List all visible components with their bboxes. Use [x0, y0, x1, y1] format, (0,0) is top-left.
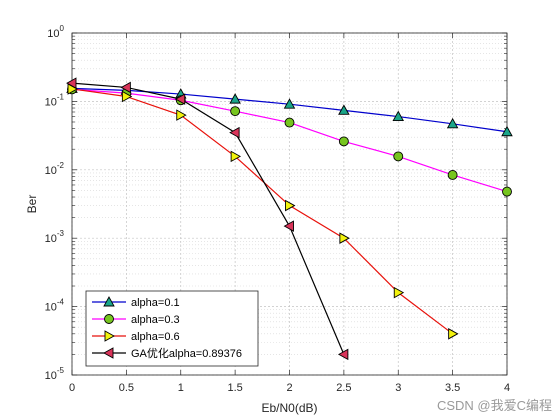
data-point [393, 286, 405, 299]
data-point [446, 117, 459, 129]
data-point [393, 151, 404, 162]
series-line [71, 82, 345, 355]
y-tick-label: 10-3 [45, 229, 65, 245]
legend-marker [103, 296, 115, 307]
x-tick-label: 1 [178, 382, 184, 394]
data-point [230, 106, 241, 117]
data-point [339, 232, 350, 244]
legend: alpha=0.1 alpha=0.3 alpha=0.6 GA优化alpha=0.8… [85, 290, 259, 367]
data-point [283, 220, 294, 232]
x-tick-label: 2.5 [336, 382, 351, 394]
legend-entry: GA优化alpha=0.89376 [92, 346, 242, 360]
series-line [71, 88, 453, 335]
data-point [337, 348, 349, 361]
x-tick-label: 0.5 [119, 382, 134, 394]
y-tick-label: 10-4 [45, 298, 65, 314]
data-point [66, 77, 77, 89]
legend-label: alpha=0.6 [131, 331, 180, 343]
data-point [176, 109, 187, 121]
data-point [174, 93, 186, 105]
watermark-text: CSDN @我爱C编程 [437, 398, 552, 413]
x-tick-label: 0 [69, 382, 75, 394]
data-point [229, 93, 241, 104]
x-tick-label: 1.5 [227, 382, 242, 394]
legend-label: alpha=0.3 [131, 314, 180, 326]
data-point [284, 117, 295, 128]
x-tick-labels: 0 0.5 1 1.5 2 2.5 3 3.5 4 [69, 382, 510, 394]
data-point [283, 98, 296, 109]
data-point [120, 81, 131, 94]
y-tick-label: 10-2 [45, 161, 65, 177]
legend-marker [104, 330, 115, 342]
x-tick-label: 3 [395, 382, 401, 394]
x-tick-label: 4 [504, 382, 510, 394]
series-4 [66, 77, 349, 361]
axis-ticks [71, 32, 508, 376]
legend-entry: alpha=0.1 [92, 296, 180, 309]
series-3 [67, 83, 459, 340]
data-point [230, 150, 242, 163]
legend-label: alpha=0.1 [131, 297, 180, 309]
data-point [448, 328, 459, 340]
data-point [392, 110, 405, 122]
legend-marker [104, 314, 114, 324]
data-point [338, 104, 350, 115]
y-tick-label: 100 [47, 24, 64, 40]
y-axis-label: Ber [25, 195, 39, 214]
y-tick-label: 10-1 [45, 92, 65, 108]
legend-marker [103, 347, 114, 359]
x-tick-label: 2 [286, 382, 292, 394]
data-point [285, 199, 296, 212]
data-point [502, 186, 512, 197]
data-point [121, 90, 133, 103]
x-axis-label: Eb/N0(dB) [261, 401, 317, 415]
legend-label: GA优化alpha=0.89376 [131, 346, 242, 360]
legend-entry: alpha=0.3 [92, 314, 180, 326]
y-tick-labels: 10-5 10-4 10-3 10-2 10-1 100 [45, 24, 65, 382]
series-group [66, 77, 513, 361]
data-point [501, 125, 513, 137]
data-point [229, 126, 240, 139]
data-point [338, 136, 349, 147]
y-tick-label: 10-5 [45, 366, 65, 382]
data-point [447, 170, 458, 180]
x-tick-label: 3.5 [445, 382, 460, 394]
legend-entries: alpha=0.1 alpha=0.3 alpha=0.6 GA优化alpha=0.8… [92, 296, 242, 360]
legend-entry: alpha=0.6 [92, 330, 180, 343]
